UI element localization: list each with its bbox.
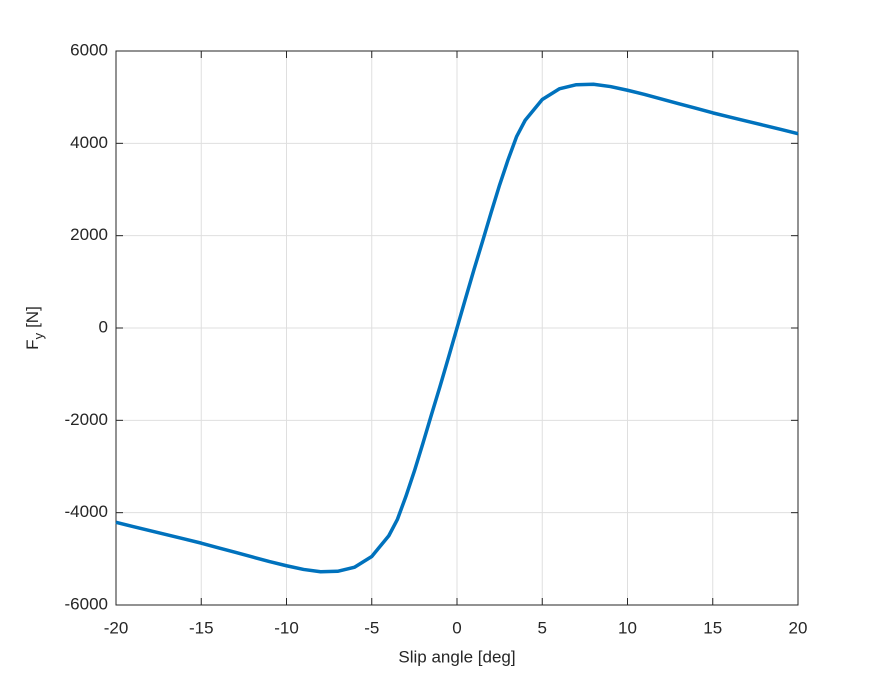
x-tick-label: 5: [538, 618, 547, 637]
x-tick-label: -15: [189, 618, 214, 637]
x-tick-label: 20: [789, 618, 808, 637]
y-axis-label: Fy [N]: [23, 306, 46, 350]
data-line: [115, 82, 799, 574]
y-tick-label: 6000: [70, 40, 108, 59]
y-tick-label: -4000: [65, 502, 108, 521]
x-axis-label: Slip angle [deg]: [398, 647, 515, 666]
x-tick-label: 15: [703, 618, 722, 637]
plot-frame: [115, 50, 799, 606]
x-tick-label: -10: [274, 618, 299, 637]
y-label-main: F: [23, 339, 42, 349]
y-tick-label: 0: [99, 317, 108, 336]
x-tick-label: 10: [618, 618, 637, 637]
y-tick-label: -6000: [65, 594, 108, 613]
x-tick-label: 0: [452, 618, 461, 637]
y-tick-label: -2000: [65, 410, 108, 429]
x-tick-label: -5: [364, 618, 379, 637]
y-tick-label: 2000: [70, 225, 108, 244]
y-tick-label: 4000: [70, 133, 108, 152]
x-tick-label: -20: [104, 618, 129, 637]
y-label-unit: [N]: [23, 306, 42, 328]
y-label-sub: y: [31, 332, 46, 339]
